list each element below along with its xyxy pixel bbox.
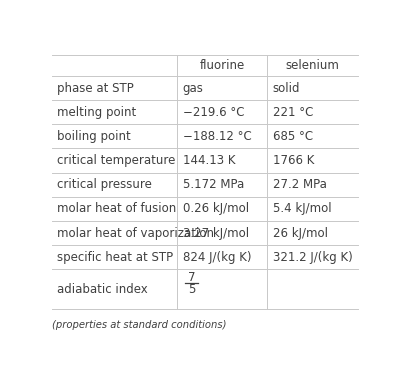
Text: molar heat of fusion: molar heat of fusion bbox=[57, 202, 176, 215]
Text: fluorine: fluorine bbox=[200, 59, 245, 72]
Text: 824 J/(kg K): 824 J/(kg K) bbox=[183, 251, 251, 264]
Text: 3.27 kJ/mol: 3.27 kJ/mol bbox=[183, 226, 249, 240]
Text: 1766 K: 1766 K bbox=[272, 154, 314, 167]
Text: 5: 5 bbox=[188, 283, 195, 296]
Text: phase at STP: phase at STP bbox=[57, 81, 134, 94]
Text: boiling point: boiling point bbox=[57, 130, 131, 143]
Text: 27.2 MPa: 27.2 MPa bbox=[272, 178, 326, 191]
Text: molar heat of vaporization: molar heat of vaporization bbox=[57, 226, 214, 240]
Text: solid: solid bbox=[272, 81, 300, 94]
Text: specific heat at STP: specific heat at STP bbox=[57, 251, 173, 264]
Text: selenium: selenium bbox=[286, 59, 340, 72]
Text: 7: 7 bbox=[188, 271, 195, 284]
Text: 5.172 MPa: 5.172 MPa bbox=[183, 178, 244, 191]
Text: 5.4 kJ/mol: 5.4 kJ/mol bbox=[272, 202, 331, 215]
Text: −219.6 °C: −219.6 °C bbox=[183, 106, 244, 119]
Text: (properties at standard conditions): (properties at standard conditions) bbox=[52, 320, 226, 330]
Text: critical temperature: critical temperature bbox=[57, 154, 176, 167]
Text: melting point: melting point bbox=[57, 106, 136, 119]
Text: adiabatic index: adiabatic index bbox=[57, 283, 148, 296]
Text: 26 kJ/mol: 26 kJ/mol bbox=[272, 226, 328, 240]
Text: 685 °C: 685 °C bbox=[272, 130, 313, 143]
Text: critical pressure: critical pressure bbox=[57, 178, 152, 191]
Text: −188.12 °C: −188.12 °C bbox=[183, 130, 252, 143]
Text: 221 °C: 221 °C bbox=[272, 106, 313, 119]
Text: gas: gas bbox=[183, 81, 204, 94]
Text: 0.26 kJ/mol: 0.26 kJ/mol bbox=[183, 202, 249, 215]
Text: 144.13 K: 144.13 K bbox=[183, 154, 235, 167]
Text: 321.2 J/(kg K): 321.2 J/(kg K) bbox=[272, 251, 352, 264]
